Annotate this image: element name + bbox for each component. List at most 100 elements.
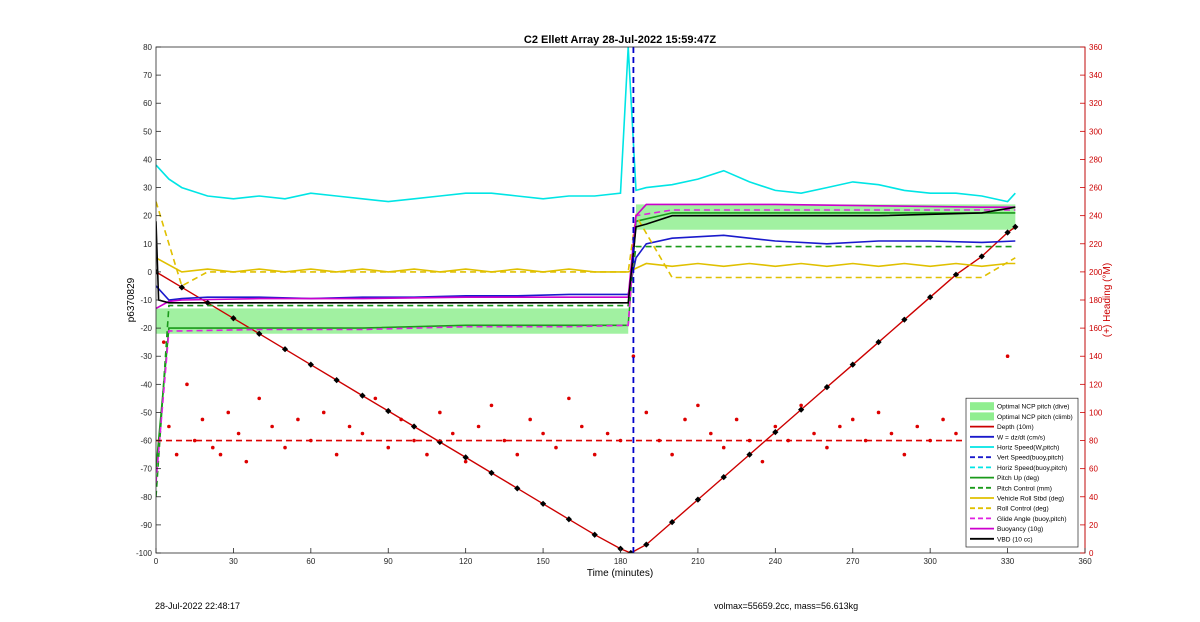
y2-tick-label: 300 [1089,127,1103,136]
y2-tick-label: 180 [1089,296,1103,305]
y-tick-label: 50 [143,127,152,136]
heading-point [709,431,713,436]
depth-marker [978,253,985,260]
y2-tick-label: 280 [1089,155,1103,164]
series-roll [156,257,1016,273]
depth-marker [230,315,237,322]
legend-label: Optimal NCP pitch (dive) [997,404,1069,411]
heading-point [226,410,231,415]
depth-marker [823,384,831,391]
legend-label: Buoyancy (10g) [997,526,1043,533]
y-tick-label: 40 [143,155,152,164]
y2-tick-label: 20 [1089,521,1098,530]
heading-point [941,417,945,422]
footer-volmax: volmax=55659.2cc, mass=56.613kg [714,601,859,611]
y2-tick-label: 220 [1089,240,1103,249]
heading-point [283,445,287,450]
legend-label: Roll Control (deg) [997,506,1049,513]
depth-marker [256,330,263,337]
heading-point [670,452,674,457]
x-tick-label: 330 [1001,557,1015,566]
x-tick-label: 270 [846,557,860,566]
heading-point [257,396,262,401]
legend-label: Horiz Speed(W,pitch) [997,445,1059,452]
x-tick-label: 210 [691,557,705,566]
band-ncp_climb [635,204,1016,230]
heading-point [592,452,597,457]
x-tick-label: 120 [459,557,473,566]
depth-marker [462,454,469,461]
series-hspeed [156,47,1016,203]
band-ncp_dive [156,308,629,334]
legend-label: Depth (10m) [997,424,1034,431]
y-tick-label: -60 [140,437,152,446]
heading-point [579,424,584,429]
legend-box [965,397,1079,548]
series-glide [156,209,1016,483]
heading-point [399,417,403,422]
heading-point [192,438,197,443]
y-tick-label: -10 [140,296,152,305]
footer-timestamp: 28-Jul-2022 22:48:17 [155,601,241,611]
legend-label: Pitch Up (deg) [997,475,1039,482]
depth-marker [901,316,908,323]
y-tick-label: 0 [148,268,153,277]
heading-point [334,452,339,457]
heading-point [515,452,520,457]
y-tick-label: -20 [140,324,152,333]
series-roll_ctrl [156,201,1016,288]
legend-swatch [970,412,994,421]
heading-point [438,410,442,415]
y-axis-label: p6370829 [126,277,137,322]
heading-point [734,417,739,422]
heading-point [386,445,391,450]
heading-point [876,410,881,415]
heading-point [799,403,803,408]
heading-point [683,417,687,422]
series-pitch_ctrl [156,245,1016,497]
depth-marker [849,361,856,368]
depth-marker [307,361,314,368]
depth-marker [488,469,495,476]
y-tick-label: -50 [140,408,152,417]
heading-point [773,424,778,429]
y-tick-label: -80 [140,493,152,502]
heading-point [954,431,958,436]
depth-marker [643,541,650,548]
heading-point [760,459,765,464]
y-tick-label: -100 [136,549,153,558]
heading-point [174,452,179,457]
heading-point [185,382,189,387]
axes-box [155,46,1086,554]
x-tick-label: 60 [306,557,315,566]
heading-point [554,445,558,450]
depth-marker [359,392,366,399]
depth-marker [436,438,443,446]
heading-point [476,424,481,429]
legend-label: Pitch Control (mm) [997,485,1052,492]
heading-point [812,431,816,436]
heading-point [850,417,855,422]
x-axis-label: Time (minutes) [587,568,653,579]
y2-tick-label: 60 [1089,465,1098,474]
series-group [156,47,1019,553]
heading-point [373,396,378,401]
legend-swatch [970,402,994,411]
x-tick-label: 240 [769,557,783,566]
depth-marker [333,377,340,384]
y2-tick-label: 80 [1089,437,1098,446]
y-tick-label: -30 [140,352,152,361]
x-tick-label: 180 [614,557,628,566]
heading-point [889,431,894,436]
heading-point [915,424,920,429]
series-depth [156,226,1016,553]
heading-point [200,417,205,422]
y2-tick-label: 160 [1089,324,1103,333]
y-tick-label: 20 [143,212,152,221]
y-tick-label: -90 [140,521,152,530]
depth-marker [591,531,598,538]
y2-axis-label: (+) Heading (°M) [1102,263,1113,337]
y-tick-label: 80 [143,43,152,52]
y2-tick-label: 320 [1089,99,1103,108]
